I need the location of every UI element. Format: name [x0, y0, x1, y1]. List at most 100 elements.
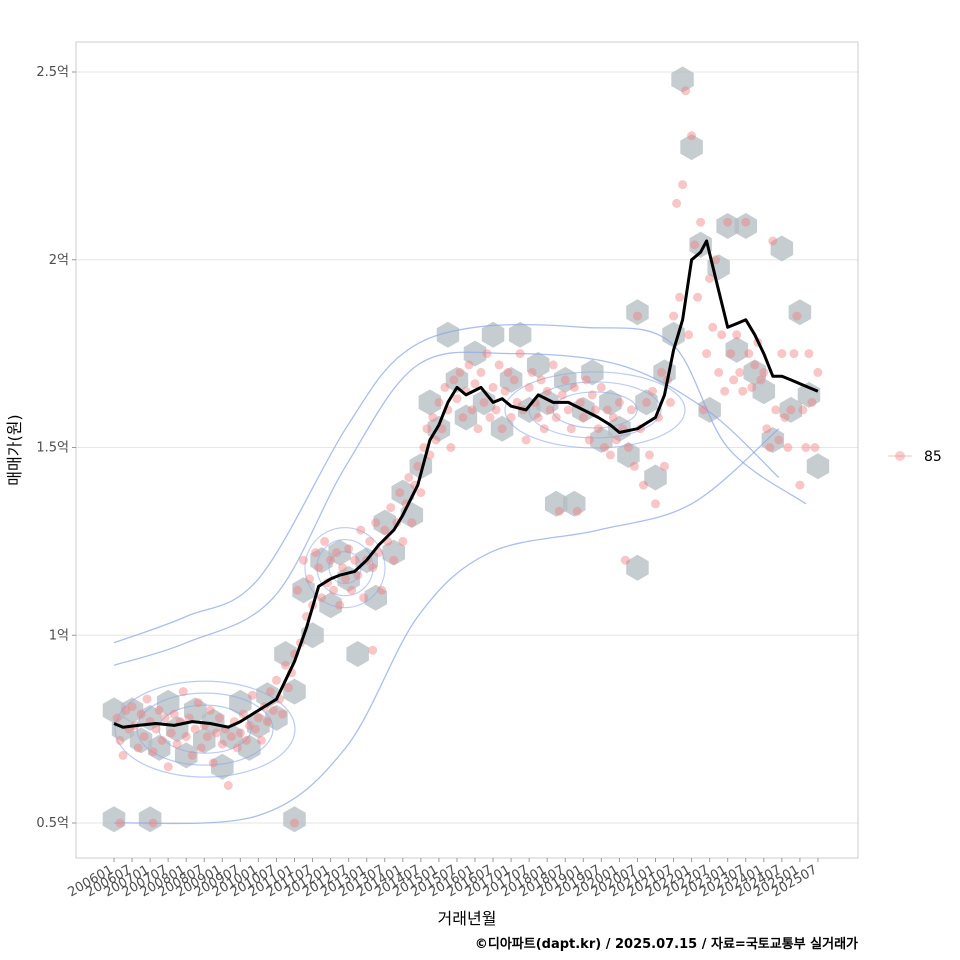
scatter-point: [639, 480, 648, 490]
scatter-point: [305, 574, 314, 584]
scatter-point: [581, 375, 591, 385]
hex-bin: [689, 231, 712, 258]
hex-bin: [102, 806, 126, 833]
scatter-point: [720, 386, 730, 396]
hex-bin: [418, 389, 442, 416]
scatter-point: [347, 585, 357, 595]
hex-bin: [184, 697, 207, 724]
hex-bin: [445, 366, 469, 393]
trend-series-line: [113, 239, 819, 729]
scatter-point: [777, 349, 787, 359]
hex-bin: [111, 716, 135, 743]
scatter-point: [374, 548, 384, 558]
scatter-point: [672, 198, 682, 208]
hex-bin: [346, 641, 369, 667]
scatter-point: [524, 382, 534, 392]
scatter-point: [563, 405, 573, 415]
scatter-point: [112, 713, 122, 723]
hex-bin: [247, 712, 270, 739]
hex-bin: [806, 453, 830, 480]
scatter-point: [759, 367, 769, 377]
scatter-point: [711, 255, 721, 265]
hex-bin: [599, 389, 622, 416]
panel-border: [75, 41, 859, 859]
hex-bin: [283, 678, 306, 705]
hex-bin: [545, 490, 568, 517]
scatter-point: [121, 705, 131, 715]
scatter-point: [344, 544, 354, 554]
scatter-point: [557, 390, 567, 400]
scatter-point: [539, 424, 549, 434]
scatter-point: [774, 435, 784, 445]
scatter-point: [651, 499, 660, 509]
scatter-point: [473, 424, 483, 434]
scatter-point: [732, 330, 742, 340]
scatter-point: [368, 563, 378, 573]
density-contour: [528, 381, 662, 439]
scatter-point: [596, 382, 606, 392]
scatter-point: [545, 405, 555, 415]
y-axis: 0.5억 1억 1.5억 2억 2.5억: [36, 65, 76, 831]
scatter-point: [693, 292, 703, 302]
scatter-point: [256, 735, 266, 745]
hex-bin: [508, 321, 532, 348]
density-contours: [113, 324, 807, 825]
scatter-point: [178, 687, 188, 697]
scatter-point: [278, 709, 287, 719]
scatter-point: [687, 131, 697, 141]
scatter-point: [151, 724, 161, 734]
scatter-point: [148, 747, 158, 757]
hex-bin: [220, 723, 243, 750]
scatter-point: [326, 555, 336, 565]
density-contour: [304, 527, 386, 609]
hex-bin: [734, 213, 757, 239]
hex-bin: [156, 689, 180, 716]
hex-bin: [788, 299, 812, 326]
scatter-point: [747, 382, 757, 392]
scatter-point: [789, 349, 799, 359]
x-axis-title: 거래년월: [438, 909, 497, 928]
scatter-point: [762, 424, 772, 434]
scatter-point: [335, 600, 345, 610]
hex-bin: [382, 539, 405, 566]
density-contour: [114, 680, 296, 778]
scatter-point: [512, 397, 522, 407]
scatter-point: [807, 397, 817, 407]
scatter-point: [569, 382, 579, 392]
scatter-point: [491, 405, 501, 415]
scatter-point: [702, 349, 712, 359]
density-contour: [328, 551, 362, 585]
scatter-point: [166, 728, 176, 738]
scatter-point: [353, 570, 363, 580]
scatter-point: [371, 518, 381, 528]
scatter-point: [311, 548, 321, 558]
scatter-point: [338, 563, 348, 573]
scatter-point: [368, 645, 378, 655]
hex-bin: [292, 577, 315, 604]
y-axis-title: 매매가(원): [5, 414, 24, 485]
scatter-point: [572, 506, 582, 516]
density-contour: [552, 391, 638, 429]
scatter-point: [642, 397, 651, 407]
scatter-point: [675, 292, 685, 302]
scatter-point: [190, 724, 200, 734]
scatter-point: [786, 405, 796, 415]
scatter-point: [268, 705, 278, 715]
scatter-point: [431, 435, 441, 445]
scatter-point: [377, 585, 387, 595]
scatter-point: [768, 236, 778, 246]
scatter-point: [608, 413, 618, 422]
scatter-point: [666, 397, 675, 407]
hex-bin: [391, 479, 415, 506]
density-contour: [113, 351, 780, 666]
hex-bin: [129, 727, 153, 754]
scatter-point: [801, 443, 811, 452]
scatter-point: [440, 382, 450, 392]
scatter-point: [452, 394, 462, 404]
scatter-point: [193, 698, 203, 708]
scatter-point: [744, 349, 754, 359]
scatter-point: [690, 240, 700, 250]
scatter-point: [584, 435, 594, 445]
scatter-point: [238, 709, 248, 719]
scatter-point: [813, 367, 823, 377]
